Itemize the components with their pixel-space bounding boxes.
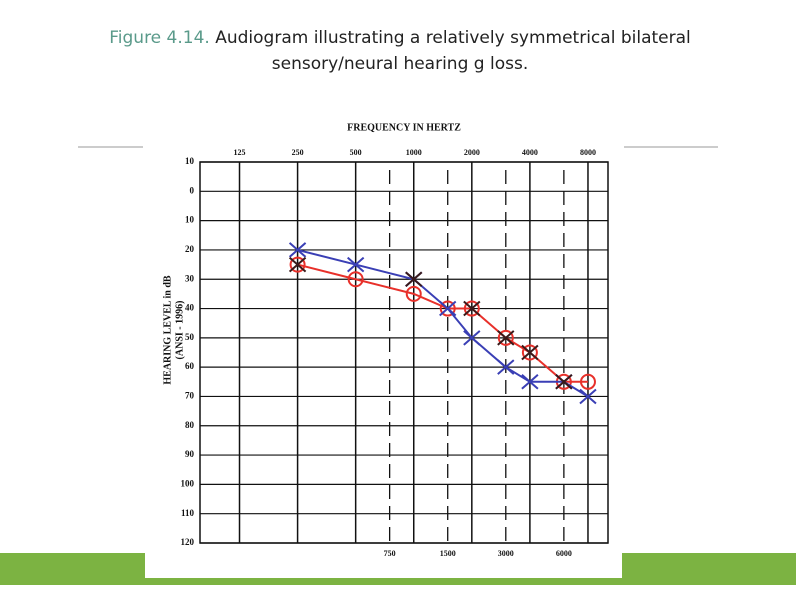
y-tick-label: 10 xyxy=(185,215,195,225)
y-tick-label: 30 xyxy=(185,273,195,283)
y-tick-label: 60 xyxy=(185,361,195,371)
y-axis-title-line: HEARING LEVEL in dB xyxy=(162,275,173,385)
y-axis-title-line: (ANSI - 1996) xyxy=(174,301,185,360)
y-tick-label: 0 xyxy=(190,185,195,195)
figure-panel xyxy=(145,108,622,578)
caption-line2: sensory/neural hearing g loss. xyxy=(272,54,528,74)
y-tick-label: 90 xyxy=(185,449,195,459)
data-point xyxy=(288,256,307,273)
data-point xyxy=(497,359,515,375)
data-point xyxy=(347,271,364,288)
x-tick-label: 1000 xyxy=(406,148,422,157)
x-tick-label: 125 xyxy=(234,148,246,157)
y-tick-label: 20 xyxy=(185,244,195,254)
x-minor-tick-label: 6000 xyxy=(556,549,572,558)
y-tick-label: 110 xyxy=(181,508,195,518)
data-point xyxy=(463,300,481,317)
x-tick-label: 2000 xyxy=(464,148,480,157)
data-point xyxy=(497,329,514,346)
data-point xyxy=(439,300,456,317)
x-minor-tick-label: 3000 xyxy=(498,549,514,558)
y-tick-label: 80 xyxy=(185,420,195,430)
data-point xyxy=(405,271,423,287)
x-minor-tick-label: 1500 xyxy=(440,549,456,558)
x-tick-label: 4000 xyxy=(522,148,538,157)
x-tick-label: 250 xyxy=(292,148,304,157)
data-point xyxy=(405,285,422,302)
caption: Figure 4.14. Audiogram illustrating a re… xyxy=(109,28,691,48)
y-tick-label: 50 xyxy=(185,332,195,342)
y-tick-label: 10 xyxy=(185,156,195,166)
y-tick-label: 70 xyxy=(185,391,195,401)
y-tick-label: 100 xyxy=(181,478,195,488)
y-tick-label: 40 xyxy=(185,303,195,313)
data-point xyxy=(288,242,307,258)
data-point xyxy=(579,388,597,405)
x-tick-label: 500 xyxy=(350,148,362,157)
data-point xyxy=(497,330,515,346)
data-point xyxy=(463,330,481,346)
y-tick-label: 120 xyxy=(181,537,195,547)
data-point xyxy=(521,374,539,390)
data-point xyxy=(439,300,457,317)
figure-label: Figure 4.14. xyxy=(109,28,210,48)
x-minor-tick-label: 750 xyxy=(384,549,396,558)
data-point xyxy=(289,256,306,273)
data-point xyxy=(579,373,596,390)
data-point xyxy=(521,344,538,361)
y-axis-title: HEARING LEVEL in dB (ANSI - 1996) xyxy=(162,275,185,385)
x-tick-label: 8000 xyxy=(580,148,596,157)
x-axis-title: FREQUENCY IN HERTZ xyxy=(347,122,461,133)
data-point xyxy=(347,256,365,273)
data-point xyxy=(463,300,480,317)
caption-text: Audiogram illustrating a relatively symm… xyxy=(215,28,691,48)
data-point xyxy=(521,344,539,361)
data-point xyxy=(555,374,573,390)
